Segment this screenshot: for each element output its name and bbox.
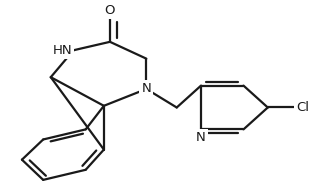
Text: HN: HN [52,44,72,57]
Text: N: N [142,82,151,95]
Text: O: O [105,4,115,17]
Text: Cl: Cl [297,101,310,114]
Text: N: N [196,131,206,144]
